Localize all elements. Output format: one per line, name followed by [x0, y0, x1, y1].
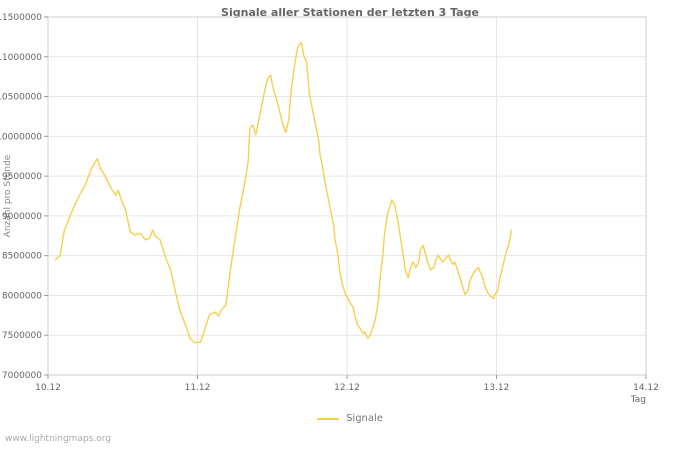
y-tick-label: 7500000: [2, 331, 42, 341]
y-tick-label: 11000000: [0, 53, 42, 63]
y-tick-label: 9000000: [2, 212, 42, 222]
chart-title: Signale aller Stationen der letzten 3 Ta…: [221, 6, 479, 19]
legend-line-sample: [317, 417, 340, 420]
legend-label: Signale: [346, 413, 383, 424]
signal-line: [54, 41, 513, 344]
y-tick-label: 8000000: [2, 291, 42, 301]
x-tick-label: 14.12: [633, 383, 659, 393]
y-tick-label: 9500000: [2, 172, 42, 182]
x-tick-label: 10.12: [35, 383, 61, 393]
y-axis-label: Anzahl pro Stunde: [3, 154, 13, 237]
y-tick-label: 7000000: [2, 371, 42, 381]
x-tick-label: 11.12: [185, 383, 211, 393]
legend: Signale: [0, 413, 700, 424]
y-tick-label: 8500000: [2, 252, 42, 262]
x-tick-label: 13.12: [484, 383, 510, 393]
y-tick-label: 10000000: [0, 132, 42, 142]
watermark: www.lightningmaps.org: [5, 434, 111, 444]
x-axis-label: Tag: [630, 395, 646, 405]
x-tick-label: 12.12: [334, 383, 360, 393]
y-tick-label: 11500000: [0, 13, 42, 23]
y-tick-label: 10500000: [0, 93, 42, 103]
